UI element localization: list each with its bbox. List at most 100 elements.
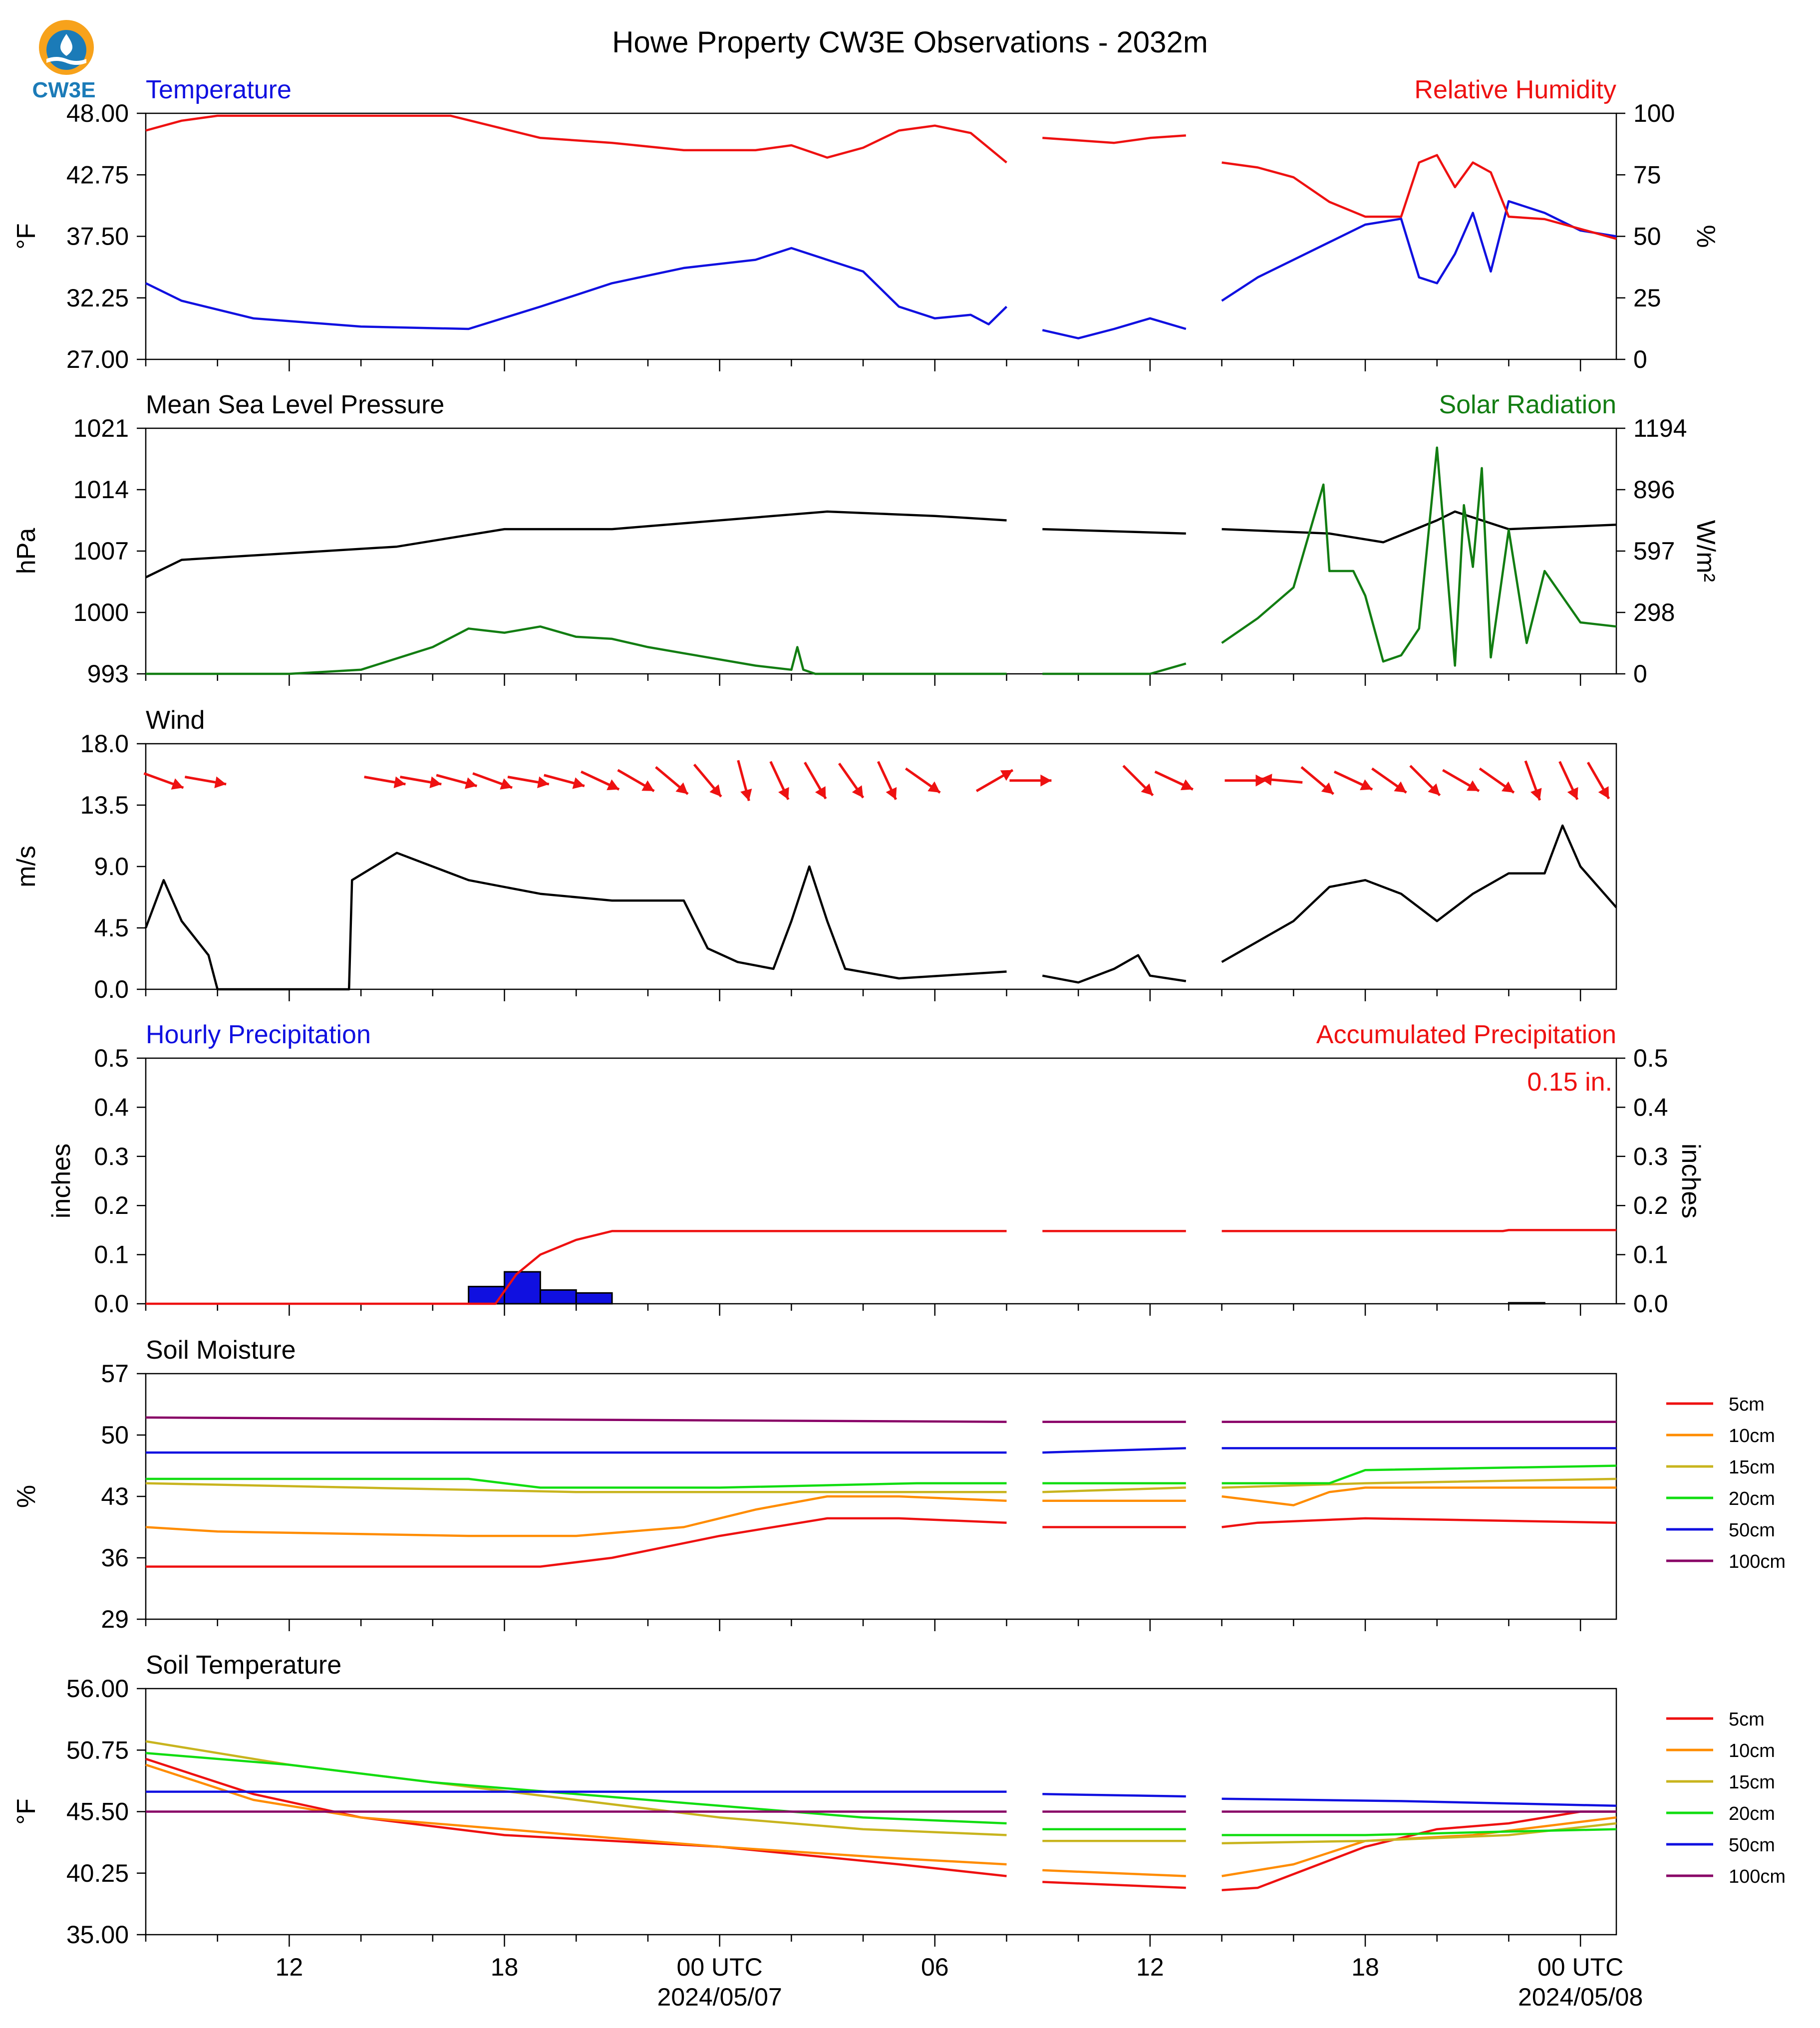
- logo-drop-icon: [60, 34, 73, 56]
- series-line-15cm: [145, 1482, 1007, 1493]
- series-line-accumulated-precipitation: [1221, 1229, 1616, 1232]
- series-line-20cm: [146, 1477, 1007, 1489]
- y2-tick-label: 0.5: [1633, 1044, 1668, 1072]
- wind-arrow: [975, 769, 1014, 792]
- y2-tick-label: 1194: [1633, 414, 1687, 442]
- wind-arrow: [1558, 761, 1579, 800]
- y-axis-label: °F: [12, 1798, 41, 1825]
- y2-tick-label: 50: [1633, 223, 1661, 251]
- y-tick-label: 29: [101, 1605, 129, 1633]
- series-line-10cm: [145, 1495, 1007, 1537]
- y-tick-label: 1014: [73, 476, 129, 504]
- wind-arrow: [1260, 774, 1303, 786]
- panel-title-left: Temperature: [146, 75, 292, 104]
- wind-arrow: [804, 762, 827, 800]
- wind-arrow: [1300, 766, 1335, 795]
- series-line-10cm: [1042, 1869, 1186, 1877]
- y2-axis-label: %: [1691, 225, 1720, 248]
- x-tick-label: 00 UTC: [1537, 1953, 1623, 1981]
- y2-tick-label: 100: [1633, 99, 1675, 127]
- series-line-10cm: [1221, 1486, 1616, 1506]
- wind-arrow: [1009, 774, 1052, 787]
- series-line-solar-radiation: [1042, 662, 1187, 675]
- y-tick-label: 1000: [73, 598, 129, 626]
- series-line-temperature: [145, 247, 1008, 330]
- wind-arrow: [1524, 760, 1542, 801]
- wind-arrow: [1333, 770, 1373, 791]
- y-tick-label: 9.0: [94, 853, 129, 880]
- wind-arrow: [1122, 765, 1154, 797]
- x-tick-label: 18: [1351, 1953, 1379, 1981]
- y-tick-label: 993: [87, 660, 129, 688]
- y-tick-label: 45.50: [66, 1798, 129, 1826]
- series-line-10cm: [145, 1763, 1007, 1866]
- series-line-20cm: [1221, 1464, 1617, 1484]
- series-line-solar-radiation: [146, 625, 1007, 675]
- wind-arrow: [1479, 767, 1515, 794]
- y-tick-label: 0.0: [94, 975, 129, 1003]
- series-line-10cm: [1221, 1816, 1617, 1877]
- plot-frame: [145, 112, 1617, 360]
- wind-arrow: [581, 770, 620, 791]
- legend-label: 10cm: [1729, 1740, 1775, 1761]
- series-line-5cm: [145, 1757, 1007, 1877]
- y-tick-label: 50: [101, 1421, 129, 1449]
- legend-label: 15cm: [1729, 1457, 1775, 1478]
- y-tick-label: 0.5: [94, 1044, 129, 1072]
- wind-arrow: [364, 776, 406, 789]
- series-line-50cm: [1042, 1447, 1186, 1454]
- x-tick-label: 18: [491, 1953, 519, 1981]
- precip-bar: [504, 1271, 541, 1305]
- legend-label: 10cm: [1729, 1426, 1775, 1447]
- wind-arrow: [905, 767, 941, 794]
- wind-arrow: [769, 761, 790, 800]
- logo-text: CW3E: [32, 78, 95, 102]
- legend-label: 50cm: [1729, 1835, 1775, 1856]
- y2-axis-label: W/m²: [1691, 520, 1720, 582]
- figure-title: Howe Property CW3E Observations - 2032m: [612, 25, 1208, 59]
- y-tick-label: 50.75: [66, 1736, 129, 1764]
- y-tick-label: 0.3: [94, 1143, 129, 1170]
- x-tick-label: 00 UTC: [677, 1953, 763, 1981]
- y-tick-label: 0.2: [94, 1191, 129, 1219]
- y2-tick-label: 0.2: [1633, 1191, 1668, 1219]
- panel-title-left: Hourly Precipitation: [146, 1020, 371, 1049]
- y2-tick-label: 75: [1633, 161, 1661, 189]
- y-axis-label: m/s: [12, 846, 41, 887]
- y-tick-label: 13.5: [80, 791, 129, 819]
- legend-label: 20cm: [1729, 1488, 1775, 1509]
- y-tick-label: 0.4: [94, 1093, 129, 1121]
- wind-arrow: [544, 774, 585, 789]
- wind-arrow: [507, 776, 550, 789]
- y-tick-label: 43: [101, 1482, 129, 1510]
- y2-tick-label: 0.0: [1633, 1290, 1668, 1318]
- panel-hourly-precipitation: 0.0 0.1 0.2 0.3 0.4 0.5 0.0 0.1 0.2 0.3 0.4 0.5 inch…: [47, 1020, 1705, 1318]
- cw3e-logo: CW3E: [32, 20, 96, 102]
- wind-arrow: [737, 760, 752, 802]
- x-tick-label: 06: [921, 1953, 949, 1981]
- series-line-20cm: [145, 1751, 1007, 1825]
- panel-title-left: Mean Sea Level Pressure: [146, 390, 444, 419]
- plot-frame: [145, 743, 1617, 990]
- series-line-5cm: [1221, 1810, 1616, 1892]
- series-line-relative-humidity: [1221, 154, 1617, 240]
- plot-frame: [145, 1057, 1617, 1305]
- y-tick-label: 0.1: [94, 1241, 129, 1269]
- y-tick-label: 37.50: [66, 223, 129, 251]
- y-axis-label: inches: [47, 1144, 76, 1218]
- panel-title-left: Wind: [146, 706, 205, 735]
- y-tick-label: 1007: [73, 537, 129, 565]
- series-line-5cm: [1042, 1881, 1186, 1889]
- series-line-temperature: [1042, 317, 1187, 339]
- wind-arrow: [838, 762, 865, 799]
- accumulated-annotation: 0.15 in.: [1527, 1068, 1612, 1097]
- logo-wave-icon: [46, 57, 86, 65]
- legend-label: 5cm: [1729, 1394, 1765, 1415]
- wind-arrow: [1154, 770, 1194, 791]
- series-line-mean-sea-level-pressure: [145, 510, 1007, 579]
- series-line-15cm: [1221, 1822, 1617, 1845]
- legend-label: 50cm: [1729, 1520, 1775, 1541]
- series-line-relative-humidity: [1042, 134, 1186, 144]
- y-tick-label: 18.0: [80, 730, 129, 758]
